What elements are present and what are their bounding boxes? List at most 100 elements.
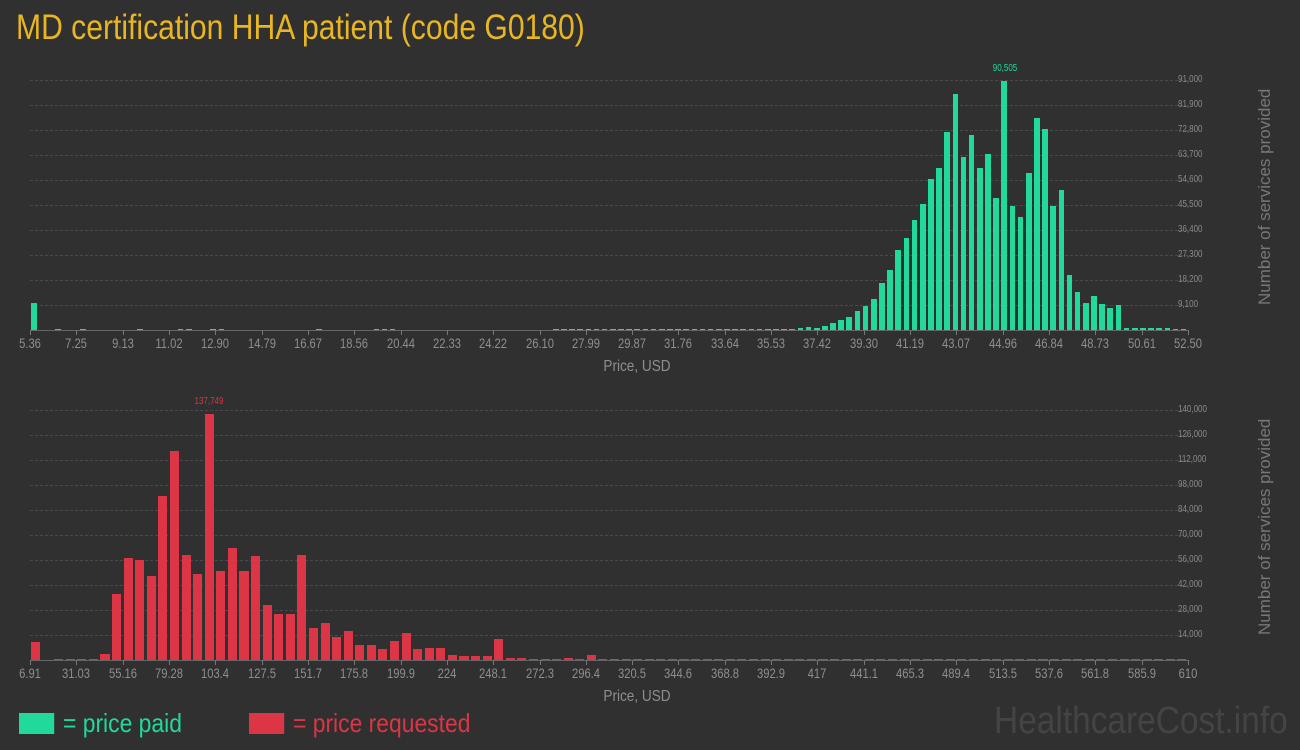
- legend-label-paid: = price paid: [63, 708, 182, 738]
- x-tick-label: 16.67: [293, 335, 322, 351]
- histogram-bar: [903, 237, 910, 330]
- histogram-bar: [1131, 328, 1138, 330]
- peak-value-label: 90,505: [992, 63, 1017, 75]
- histogram-bar: [204, 414, 214, 660]
- histogram-bar: [830, 658, 840, 660]
- histogram-bar: [517, 658, 527, 660]
- histogram-bar: [1003, 658, 1013, 660]
- gridline: [30, 510, 1188, 511]
- y-tick-label: 70,000: [1178, 529, 1203, 540]
- histogram-bar: [1099, 303, 1105, 330]
- x-tick-label: 127.5: [247, 665, 276, 681]
- histogram-bar: [262, 604, 272, 660]
- histogram-bar: [137, 328, 143, 330]
- histogram-bar: [193, 574, 203, 660]
- y-tick-label: 42,000: [1178, 579, 1203, 590]
- gridline: [30, 230, 1188, 231]
- histogram-bar: [748, 328, 755, 330]
- histogram-bar: [650, 328, 657, 330]
- x-tick: [1188, 330, 1189, 335]
- histogram-bar: [887, 658, 897, 660]
- histogram-bar: [389, 640, 400, 660]
- histogram-bar: [732, 328, 738, 330]
- histogram-bar: [1061, 658, 1071, 660]
- histogram-bar: [1115, 305, 1122, 330]
- histogram-bar: [980, 658, 990, 660]
- x-tick: [1049, 660, 1051, 665]
- histogram-bar: [285, 614, 295, 660]
- histogram-bar: [691, 328, 698, 330]
- legend-label-requested: = price requested: [293, 708, 471, 738]
- gridline: [30, 460, 1188, 461]
- histogram-bar: [77, 658, 87, 660]
- histogram-bar: [31, 302, 37, 330]
- histogram-bar: [413, 648, 423, 660]
- histogram-bar: [644, 658, 654, 660]
- histogram-bar: [936, 167, 942, 330]
- histogram-bar: [724, 328, 730, 330]
- x-tick-label: 344.6: [664, 665, 693, 681]
- x-tick: [354, 330, 356, 335]
- x-tick-label: 11.02: [155, 335, 183, 351]
- x-tick: [168, 330, 170, 335]
- x-tick-label: 31.03: [62, 665, 91, 681]
- x-tick: [30, 330, 31, 335]
- histogram-bar: [100, 653, 110, 660]
- histogram-bar: [112, 593, 122, 660]
- histogram-bar: [123, 558, 133, 660]
- histogram-bar: [373, 328, 380, 330]
- histogram-bar: [297, 554, 307, 660]
- gridline: [30, 130, 1188, 131]
- y-tick-label: 63,700: [1178, 149, 1203, 160]
- histogram-bar: [1096, 658, 1106, 660]
- histogram-bar: [675, 328, 681, 330]
- x-tick-label: 441.1: [849, 665, 878, 681]
- histogram-bar: [1034, 118, 1040, 330]
- x-tick-label: 39.30: [849, 335, 878, 351]
- x-tick: [678, 660, 680, 665]
- x-tick-label: 5.36: [19, 335, 41, 351]
- x-tick: [76, 660, 78, 665]
- gridline: [30, 485, 1188, 486]
- x-tick: [585, 330, 587, 335]
- x-tick-label: 175.8: [340, 665, 369, 681]
- histogram-bar: [586, 654, 596, 660]
- x-tick: [539, 660, 541, 665]
- x-tick: [1002, 330, 1004, 335]
- x-tick-label: 368.8: [710, 665, 739, 681]
- histogram-bar: [945, 658, 955, 660]
- x-tick-label: 52.50: [1173, 335, 1203, 351]
- x-tick: [1002, 660, 1004, 665]
- histogram-bar: [789, 328, 796, 330]
- x-tick-label: 296.4: [571, 665, 600, 681]
- histogram-bar: [1038, 658, 1048, 660]
- histogram-bar: [879, 283, 885, 330]
- peak-value-label: 137,749: [195, 396, 224, 408]
- histogram-bar: [658, 328, 665, 330]
- x-tick-label: 46.84: [1035, 335, 1064, 351]
- gridline: [30, 105, 1188, 106]
- histogram-bar: [683, 328, 690, 330]
- histogram-bar: [993, 198, 999, 330]
- x-tick: [1141, 660, 1143, 665]
- histogram-bar: [569, 328, 575, 330]
- price-paid-chart: 9,100 18,200 27,300 36,400 45,500 54,600 63,70…: [19, 63, 1274, 375]
- x-tick: [400, 660, 402, 665]
- histogram-bar: [251, 556, 261, 660]
- histogram-bar: [552, 328, 559, 330]
- histogram-bar: [577, 328, 584, 330]
- x-tick-label: 41.19: [896, 335, 925, 351]
- histogram-bar: [716, 328, 722, 330]
- x-tick-label: 14.79: [247, 335, 276, 351]
- x-tick: [307, 330, 309, 335]
- histogram-bar: [795, 658, 805, 660]
- x-tick: [446, 660, 448, 665]
- gridline: [30, 585, 1188, 586]
- x-tick-label: 465.3: [896, 665, 925, 681]
- x-tick: [261, 660, 263, 665]
- histogram-bar: [593, 328, 600, 330]
- x-tick-label: 48.73: [1081, 335, 1110, 351]
- y-tick-label: 126,000: [1178, 429, 1207, 440]
- histogram-bar: [760, 658, 770, 660]
- gridline: [30, 305, 1188, 306]
